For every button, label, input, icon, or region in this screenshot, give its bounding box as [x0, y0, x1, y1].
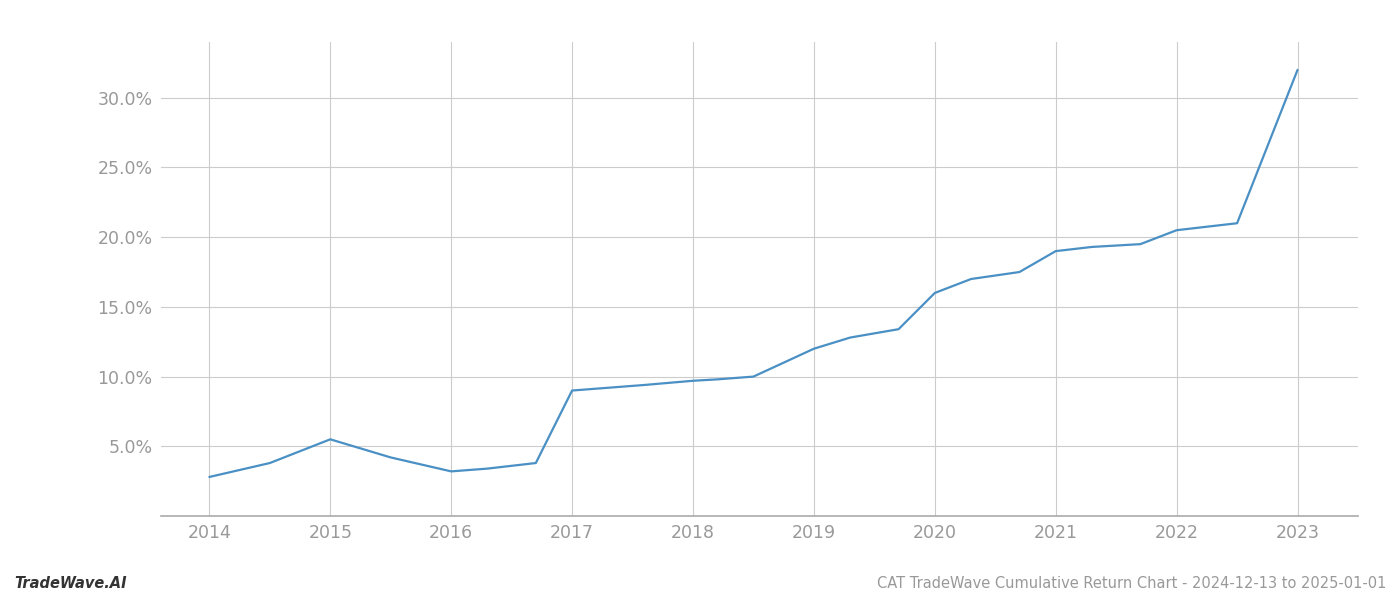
Text: CAT TradeWave Cumulative Return Chart - 2024-12-13 to 2025-01-01: CAT TradeWave Cumulative Return Chart - … [876, 576, 1386, 591]
Text: TradeWave.AI: TradeWave.AI [14, 576, 126, 591]
